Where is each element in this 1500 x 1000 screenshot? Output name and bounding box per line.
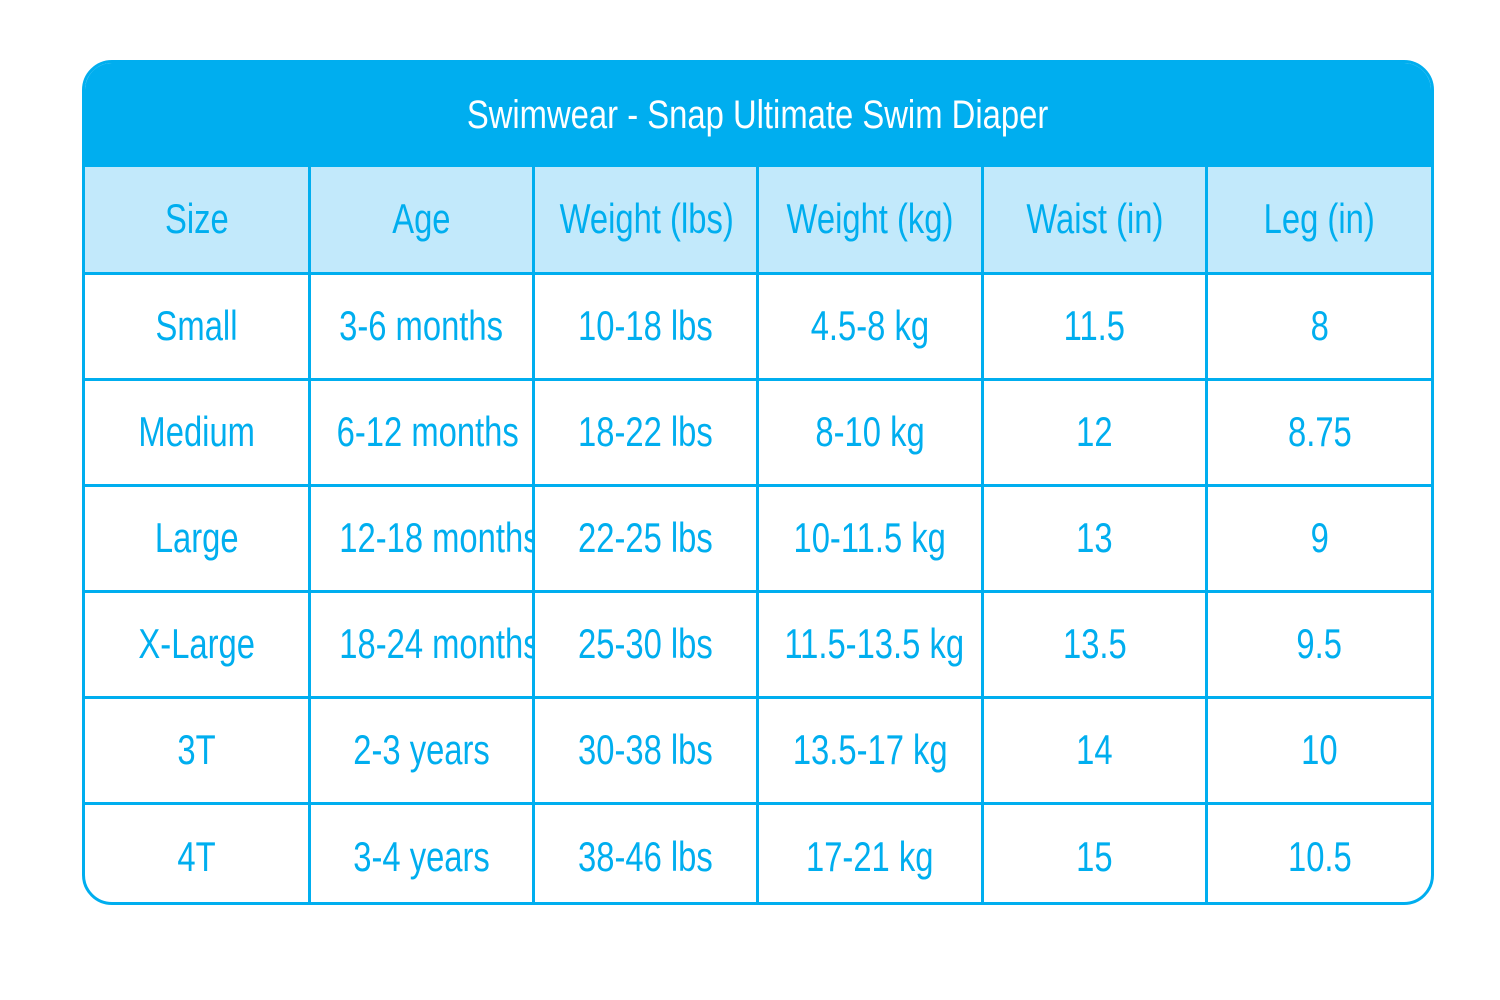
cell-leg: 8 bbox=[1205, 271, 1431, 381]
header-age: Age bbox=[307, 167, 536, 275]
cell-weight-lbs: 18-22 lbs bbox=[532, 377, 760, 487]
cell-leg: 8.75 bbox=[1205, 377, 1431, 487]
cell-size: 4T bbox=[85, 801, 311, 902]
table-row: Small 3-6 months 10-18 lbs 4.5-8 kg 11.5… bbox=[85, 271, 1431, 381]
table-row: X-Large 18-24 months 25-30 lbs 11.5-13.5… bbox=[85, 589, 1431, 699]
table-row: Medium 6-12 months 18-22 lbs 8-10 kg 12 … bbox=[85, 377, 1431, 487]
cell-weight-kg: 17-21 kg bbox=[756, 801, 984, 902]
cell-age: 2-3 years bbox=[307, 695, 536, 805]
header-weight-kg: Weight (kg) bbox=[756, 167, 984, 275]
cell-weight-kg: 8-10 kg bbox=[756, 377, 984, 487]
cell-size: Large bbox=[85, 483, 311, 593]
cell-age: 6-12 months bbox=[307, 377, 536, 487]
cell-age: 18-24 months bbox=[307, 589, 536, 699]
cell-weight-lbs: 30-38 lbs bbox=[532, 695, 760, 805]
cell-waist: 15 bbox=[980, 801, 1209, 902]
cell-size: X-Large bbox=[85, 589, 311, 699]
cell-weight-lbs: 22-25 lbs bbox=[532, 483, 760, 593]
cell-weight-kg: 10-11.5 kg bbox=[756, 483, 984, 593]
cell-waist: 14 bbox=[980, 695, 1209, 805]
cell-age: 3-6 months bbox=[307, 271, 536, 381]
cell-waist: 11.5 bbox=[980, 271, 1209, 381]
cell-leg: 10.5 bbox=[1205, 801, 1431, 902]
table-row: 3T 2-3 years 30-38 lbs 13.5-17 kg 14 10 bbox=[85, 695, 1431, 805]
header-row: Size Age Weight (lbs) Weight (kg) Waist … bbox=[85, 167, 1431, 275]
cell-weight-kg: 4.5-8 kg bbox=[756, 271, 984, 381]
cell-size: 3T bbox=[85, 695, 311, 805]
header-size: Size bbox=[85, 167, 311, 275]
cell-weight-lbs: 38-46 lbs bbox=[532, 801, 760, 902]
cell-age: 12-18 months bbox=[307, 483, 536, 593]
cell-weight-kg: 11.5-13.5 kg bbox=[756, 589, 984, 699]
table-body: Small 3-6 months 10-18 lbs 4.5-8 kg 11.5… bbox=[85, 271, 1431, 902]
table-row: Large 12-18 months 22-25 lbs 10-11.5 kg … bbox=[85, 483, 1431, 593]
table-row: 4T 3-4 years 38-46 lbs 17-21 kg 15 10.5 bbox=[85, 801, 1431, 902]
cell-size: Small bbox=[85, 271, 311, 381]
cell-weight-kg: 13.5-17 kg bbox=[756, 695, 984, 805]
cell-age: 3-4 years bbox=[307, 801, 536, 902]
cell-leg: 9 bbox=[1205, 483, 1431, 593]
chart-title: Swimwear - Snap Ultimate Swim Diaper bbox=[467, 92, 1049, 137]
cell-waist: 13 bbox=[980, 483, 1209, 593]
cell-weight-lbs: 10-18 lbs bbox=[532, 271, 760, 381]
header-waist: Waist (in) bbox=[980, 167, 1209, 275]
size-table: Size Age Weight (lbs) Weight (kg) Waist … bbox=[85, 167, 1431, 902]
header-weight-lbs: Weight (lbs) bbox=[532, 167, 760, 275]
cell-leg: 10 bbox=[1205, 695, 1431, 805]
cell-weight-lbs: 25-30 lbs bbox=[532, 589, 760, 699]
header-leg: Leg (in) bbox=[1205, 167, 1431, 275]
cell-waist: 12 bbox=[980, 377, 1209, 487]
size-chart: Swimwear - Snap Ultimate Swim Diaper Siz… bbox=[82, 60, 1434, 905]
cell-size: Medium bbox=[85, 377, 311, 487]
table-header: Size Age Weight (lbs) Weight (kg) Waist … bbox=[85, 167, 1431, 275]
cell-leg: 9.5 bbox=[1205, 589, 1431, 699]
cell-waist: 13.5 bbox=[980, 589, 1209, 699]
chart-title-bar: Swimwear - Snap Ultimate Swim Diaper bbox=[85, 63, 1431, 167]
